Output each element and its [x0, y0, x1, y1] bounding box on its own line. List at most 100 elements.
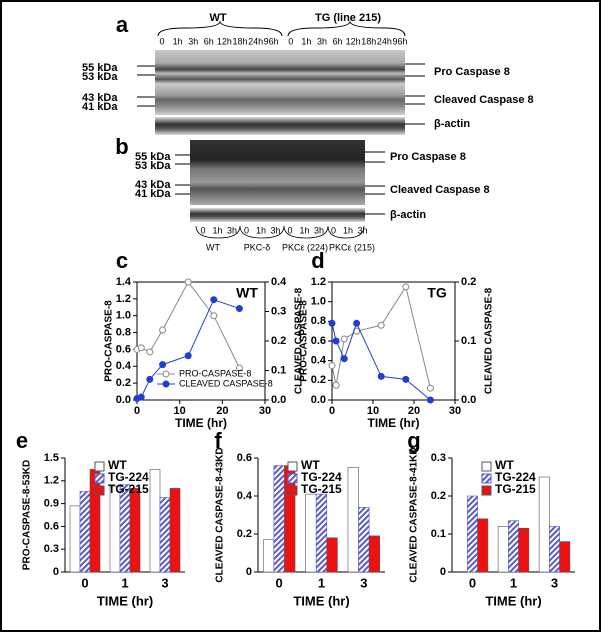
point — [377, 372, 385, 380]
y-tick-label: 0.2 — [237, 528, 252, 540]
legend-label: TG-224 — [301, 470, 342, 484]
label: 1h — [301, 36, 311, 46]
legend-label: WT — [108, 458, 127, 472]
y-tick-label: 1.5 — [44, 452, 59, 464]
label: 96h — [264, 36, 279, 46]
label: 24h — [248, 36, 263, 46]
bar — [119, 484, 131, 573]
label: 55 kDa — [135, 151, 171, 163]
y-tick-label: 1.4 — [116, 276, 132, 288]
blot — [155, 117, 405, 135]
x-tick-label: 0 — [329, 405, 335, 417]
label: 3h — [270, 225, 280, 235]
label: 0 — [331, 225, 336, 235]
x-tick-label: 20 — [408, 405, 420, 417]
label: β-actin — [434, 118, 470, 130]
legend-swatch — [481, 473, 492, 484]
y-tick-label: 0.0 — [116, 394, 131, 406]
point — [426, 396, 434, 404]
y-tick-label: 0.6 — [44, 520, 59, 532]
point — [184, 278, 192, 286]
point — [210, 296, 218, 304]
label: PKCε (215) — [329, 242, 375, 252]
point — [332, 337, 340, 345]
bar — [497, 526, 509, 573]
x-tick-label: 0 — [134, 405, 140, 417]
point — [210, 312, 218, 320]
chart-title: TG — [427, 285, 447, 301]
legend-swatch — [481, 485, 492, 496]
y-axis-label: CLEAVED CASPASE-8-41KD — [409, 447, 420, 582]
label: 6h — [204, 36, 214, 46]
panel-letter: d — [311, 248, 324, 273]
point — [340, 355, 348, 363]
point — [328, 319, 336, 327]
bar — [109, 485, 121, 573]
x-tick-label: 0 — [81, 575, 88, 590]
bar — [467, 495, 478, 573]
label: 3h — [314, 225, 324, 235]
label: 3h — [357, 225, 367, 235]
blot — [190, 208, 365, 222]
bar — [358, 507, 370, 573]
label: 53 kDa — [135, 160, 171, 172]
point — [426, 384, 434, 392]
y-tick-label: 0.4 — [116, 360, 132, 372]
brace — [195, 225, 365, 239]
label: 3h — [227, 225, 237, 235]
y-tick-label: 0.2 — [311, 374, 326, 386]
label: 1h — [173, 36, 183, 46]
bar — [549, 526, 560, 573]
legend-label: WT — [301, 458, 320, 472]
y-tick-label: 1.2 — [44, 475, 59, 487]
y-tick-label: 0.4 — [311, 355, 327, 367]
y-tick-label: 0.6 — [311, 335, 326, 347]
y-tick-label: 0.0 — [311, 394, 326, 406]
label: 24h — [377, 36, 392, 46]
x-tick-label: 30 — [449, 405, 461, 417]
label: Cleaved Caspase 8 — [390, 184, 490, 196]
bar — [305, 493, 317, 573]
label: 12h — [346, 36, 361, 46]
legend-swatch — [287, 485, 298, 496]
x-tick-label: 1 — [510, 575, 517, 590]
label: 43 kDa — [82, 92, 118, 104]
point — [328, 362, 336, 370]
label: β-actin — [390, 209, 426, 221]
pointer — [137, 63, 425, 125]
y-tick-label: 1.0 — [311, 296, 326, 308]
y2-tick-label: 0.0 — [461, 394, 476, 406]
y2-axis-label: CLEAVED CASPASE-8 — [484, 287, 495, 394]
legend-label: WT — [495, 458, 514, 472]
label: 1h — [212, 225, 222, 235]
label: 53 kDa — [82, 71, 118, 83]
legend-label: TG-224 — [495, 470, 536, 484]
x-axis-label: TIME (hr) — [293, 593, 349, 608]
bar — [368, 535, 381, 573]
legend-label: CLEAVED CASPASE-8 — [179, 378, 273, 388]
label: Pro Caspase 8 — [390, 151, 466, 163]
legend-label: TG-215 — [495, 482, 536, 496]
y-tick-label: 0.6 — [116, 343, 131, 355]
legend-swatch — [287, 473, 298, 484]
bar — [169, 488, 181, 573]
legend-swatch — [94, 461, 105, 472]
x-tick-label: 0 — [469, 575, 476, 590]
label: WT — [206, 242, 220, 252]
y2-tick-label: 0.4 — [271, 276, 287, 288]
bar — [69, 505, 81, 573]
point — [235, 364, 243, 372]
y-tick-label: 1.2 — [311, 276, 326, 288]
y-tick-label: 0.4 — [237, 490, 253, 502]
label: 0 — [244, 225, 249, 235]
point — [137, 344, 145, 352]
legend-swatch — [481, 461, 492, 472]
x-tick-label: 0 — [276, 575, 283, 590]
x-tick-label: 20 — [216, 405, 228, 417]
y2-tick-label: 0.2 — [271, 335, 286, 347]
label: 18h — [361, 36, 376, 46]
bar — [262, 539, 275, 573]
x-tick-label: 1 — [318, 575, 325, 590]
legend-label: TG-224 — [108, 470, 149, 484]
label: 0 — [287, 225, 292, 235]
